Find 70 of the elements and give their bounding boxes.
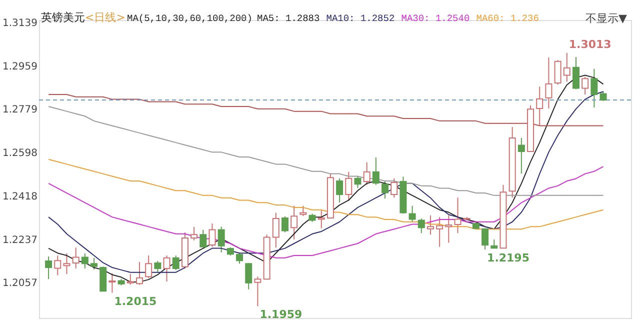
- candlestick: [163, 255, 170, 282]
- annotation: MA(5,10,30,60,100,200): [127, 13, 252, 24]
- candlestick: [145, 255, 152, 279]
- candlestick: [336, 178, 344, 203]
- candlestick: [272, 212, 280, 248]
- candlestick: [418, 218, 425, 234]
- text: MA30: 1.2540: [401, 13, 470, 24]
- candlestick: [136, 262, 143, 286]
- candlestick: [436, 216, 444, 248]
- line-series: [48, 106, 604, 196]
- candlestick: [290, 205, 298, 240]
- candlestick: [154, 260, 162, 272]
- candlestick: [445, 214, 452, 244]
- candlestick: [482, 228, 489, 250]
- text: MA10: 1.2852: [326, 13, 395, 24]
- candlestick: [208, 223, 216, 248]
- line-series: [48, 94, 604, 126]
- candlestick: [100, 266, 107, 292]
- y-tick-label: 1.2237: [2, 234, 38, 246]
- candlestick: [245, 262, 252, 290]
- candlestick: [563, 52, 570, 82]
- candlestick: [382, 180, 389, 200]
- y-tick-label: 1.2779: [2, 104, 38, 116]
- candlestick: [600, 90, 607, 102]
- candlestick: [45, 256, 52, 280]
- annotation: 1.2015: [114, 294, 157, 308]
- candlestick: [90, 257, 98, 270]
- candlestick: [372, 156, 380, 186]
- y-tick-label: 1.2418: [2, 191, 38, 202]
- candlestick: [554, 60, 562, 86]
- y-tick-label: 1.3139: [2, 18, 38, 30]
- candlestick: [81, 252, 88, 269]
- candlestick: [582, 76, 589, 95]
- candlestick: [190, 226, 198, 241]
- candlestick: [536, 86, 544, 126]
- candlestick: [126, 274, 134, 286]
- candlestick: [518, 138, 525, 174]
- annotation: 1.1959: [260, 308, 302, 320]
- candlestick: [545, 56, 552, 109]
- candlestick: [363, 162, 370, 186]
- chart-title: 英镑美元: [41, 11, 85, 24]
- annotation: 不显示▼: [586, 12, 628, 25]
- candlestick: [390, 178, 398, 198]
- candlestick: [108, 272, 116, 294]
- annotation: 1.3013: [568, 38, 612, 51]
- candlestick: [354, 176, 362, 188]
- candlestick: [200, 229, 207, 248]
- chart-subtitle: <日线>: [85, 11, 126, 24]
- y-tick-label: 1.2959: [2, 61, 38, 72]
- candlestick: [345, 171, 352, 202]
- candlestick: [72, 247, 80, 269]
- candlestick: [454, 197, 462, 234]
- y-tick-label: 1.2057: [2, 278, 38, 290]
- candlestick: [54, 255, 62, 276]
- candlestick: [254, 276, 262, 307]
- candlestick: [218, 226, 225, 253]
- candlestick: [300, 205, 307, 217]
- annotation: 1.2195: [487, 252, 530, 265]
- candlestick: [172, 255, 180, 271]
- text: MA5: 1.2883: [257, 13, 320, 24]
- y-tick-label: 1.2598: [2, 148, 38, 160]
- text: MA60: 1.236: [476, 13, 540, 24]
- candlestick: [408, 205, 416, 222]
- candlestick: [572, 56, 580, 90]
- candlestick: [590, 68, 598, 108]
- candlestick: [236, 252, 244, 264]
- candlestick: [426, 214, 434, 236]
- candlestick: [318, 210, 325, 229]
- candlestick: [281, 216, 288, 233]
- candlestick: [63, 252, 70, 275]
